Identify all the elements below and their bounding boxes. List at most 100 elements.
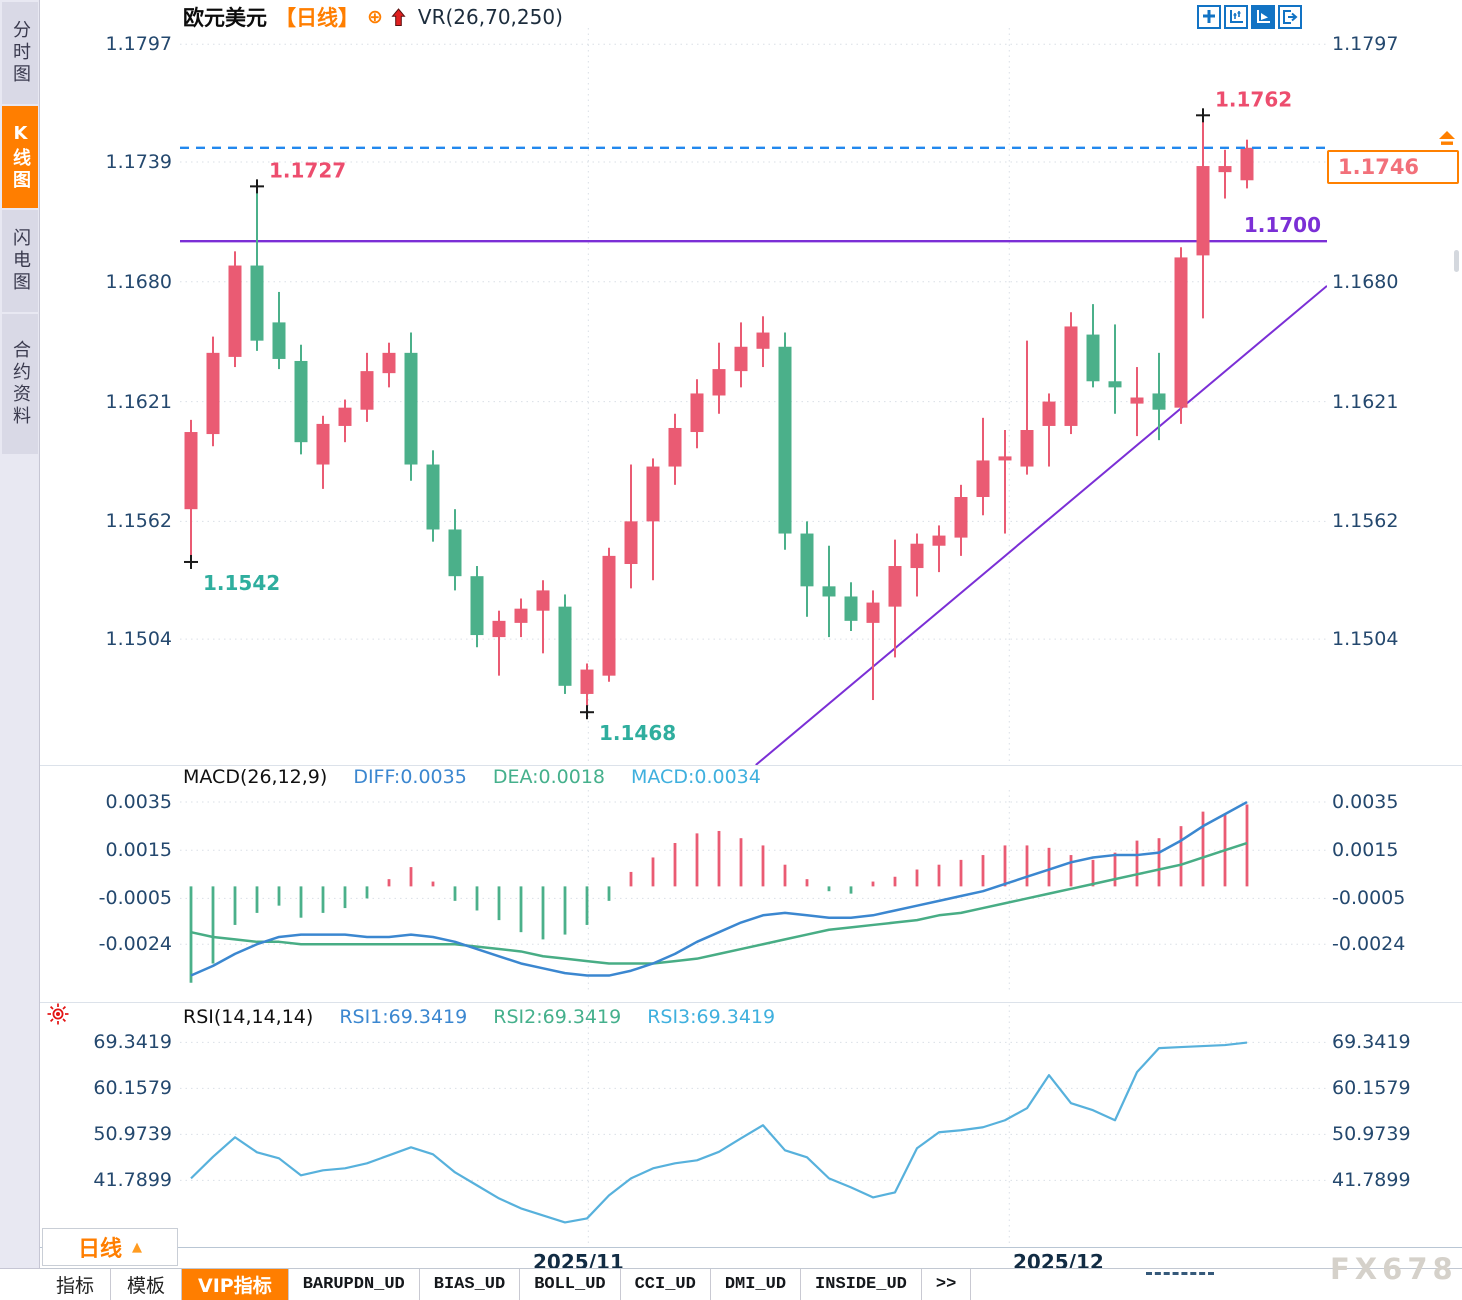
jump-to-latest-button[interactable] [1278,5,1302,29]
fx678-watermark: FX678 [1330,1252,1458,1286]
macd-axis-label: 0.0015 [105,839,172,861]
candle-body [470,576,484,636]
price-candlestick-pane[interactable]: 1.1727 1.1762 1.1542 1.1468 1.1700 [180,28,1327,765]
price-annotation: 1.1700 [1244,213,1321,237]
price-annotation: 1.1727 [269,158,346,182]
rsi-axis-label: 69.3419 [1332,1031,1411,1053]
candle-body [536,590,550,611]
chart-toolbar [1197,5,1302,29]
macd-axis-label: 0.0015 [1332,839,1399,861]
macd-axis-label: -0.0005 [1332,887,1406,909]
candle-body [734,346,748,372]
sidebar-item-kline-chart[interactable]: K线图 [2,106,38,208]
symbol-title: 欧元美元 [183,6,267,30]
price-up-arrow-icon [1439,131,1455,145]
candle-body [1218,166,1232,173]
tab-templates[interactable]: 模板 [111,1269,183,1300]
candle-body [184,432,198,510]
tab-barupdn-ud[interactable]: BARUPDN_UD [289,1269,420,1300]
rsi-axis-label: 69.3419 [93,1031,172,1053]
period-selector-arrow-icon: ▲ [132,1239,142,1255]
price-axis-label: 1.1680 [1332,271,1399,293]
price-annotation: 1.1468 [599,721,676,745]
candle-body [932,535,946,546]
add-indicator-icon[interactable]: ⊕ [367,6,383,28]
pan-crosshair-icon [1203,10,1215,23]
candle-body [272,322,286,359]
price-axis-label: 1.1504 [105,628,172,650]
pane-separator [40,1002,1462,1003]
collapsed-tabs-dashes [1146,1272,1214,1275]
price-axis-label: 1.1504 [1332,628,1399,650]
sidebar-item-contract-info[interactable]: 合约资料 [2,314,38,454]
candle-body [822,586,836,597]
price-axis-label: 1.1562 [1332,510,1399,532]
tab-more[interactable]: >> [922,1269,972,1300]
candle-body [492,620,506,638]
candle-body [448,529,462,577]
candle-body [712,369,726,396]
tab-vip-indicators[interactable]: VIP指标 [182,1269,289,1300]
period-selector-label: 日线 [77,1237,122,1262]
macd-axis-label: 0.0035 [105,791,172,813]
candles [184,115,1254,713]
pan-crosshair-button[interactable] [1197,5,1221,29]
macd-macd-value: MACD:0.0034 [631,766,761,788]
candle-body [294,360,308,443]
rsi-axis-label: 60.1579 [93,1077,172,1099]
candle-body [1042,401,1056,426]
candle-body [888,566,902,607]
axis-scale-icon [1230,10,1243,23]
candle-body [646,466,660,522]
tab-dmi-ud[interactable]: DMI_UD [711,1269,802,1300]
candle-body [910,543,924,569]
dea-line [190,841,1248,965]
candle-body [690,393,704,433]
pane-separator [40,765,1462,766]
tab-bias-ud[interactable]: BIAS_UD [420,1269,521,1300]
macd-pane[interactable] [180,790,1327,990]
scrollbar-thumb[interactable] [1454,250,1459,272]
price-annotation: 1.1542 [203,571,280,595]
candle-body [668,427,682,467]
tab-inside-ud[interactable]: INSIDE_UD [801,1269,922,1300]
candle-body [206,352,220,435]
candle-body [1064,326,1078,426]
period-selector[interactable]: 日线 ▲ [42,1228,178,1266]
rsi-axis-label: 41.7899 [1332,1169,1411,1191]
rsi-header: RSI(14,14,14) RSI1:69.3419 RSI2:69.3419 … [183,1006,775,1028]
axis-play-icon [1257,10,1270,23]
candle-body [580,669,594,694]
candle-body [778,346,792,534]
price-axis-label: 1.1797 [1332,33,1399,55]
sidebar-item-time-chart[interactable]: 分时图 [2,2,38,104]
candle-body [1152,393,1166,410]
candle-body [866,602,880,623]
candle-body [316,423,330,465]
tab-indicators[interactable]: 指标 [40,1269,112,1300]
chart-title-row: 欧元美元 【日线】 ⊕ VR(26,70,250) [183,4,563,30]
rsi-axis-label: 50.9739 [1332,1123,1411,1145]
axis-scale-button[interactable] [1224,5,1248,29]
auto-play-button[interactable] [1251,5,1275,29]
macd-axis-label: -0.0024 [98,933,172,955]
candle-body [1196,166,1210,256]
macd-name-label: MACD(26,12,9) [183,766,328,788]
rsi-axis-label: 41.7899 [93,1169,172,1191]
sidebar-item-flash-chart[interactable]: 闪电图 [2,210,38,312]
tab-boll-ud[interactable]: BOLL_UD [520,1269,621,1300]
current-price-value: 1.1746 [1338,155,1420,179]
bottom-left-corner [0,1268,40,1300]
rsi3-value: RSI3:69.3419 [647,1006,776,1028]
diff-line [190,800,1248,977]
indicator-tab-bar: 指标 模板 VIP指标 BARUPDN_UD BIAS_UD BOLL_UD C… [40,1268,1462,1300]
candle-body [1020,430,1034,467]
period-tag: 【日线】 [275,6,359,30]
rsi-pane[interactable] [180,1005,1327,1247]
tab-cci-ud[interactable]: CCI_UD [621,1269,711,1300]
rsi2-value: RSI2:69.3419 [493,1006,622,1028]
candle-body [976,460,990,497]
price-axis-label: 1.1621 [1332,391,1399,413]
macd-diff-value: DIFF:0.0035 [353,766,467,788]
indicator-alert-icon[interactable] [46,1002,70,1026]
